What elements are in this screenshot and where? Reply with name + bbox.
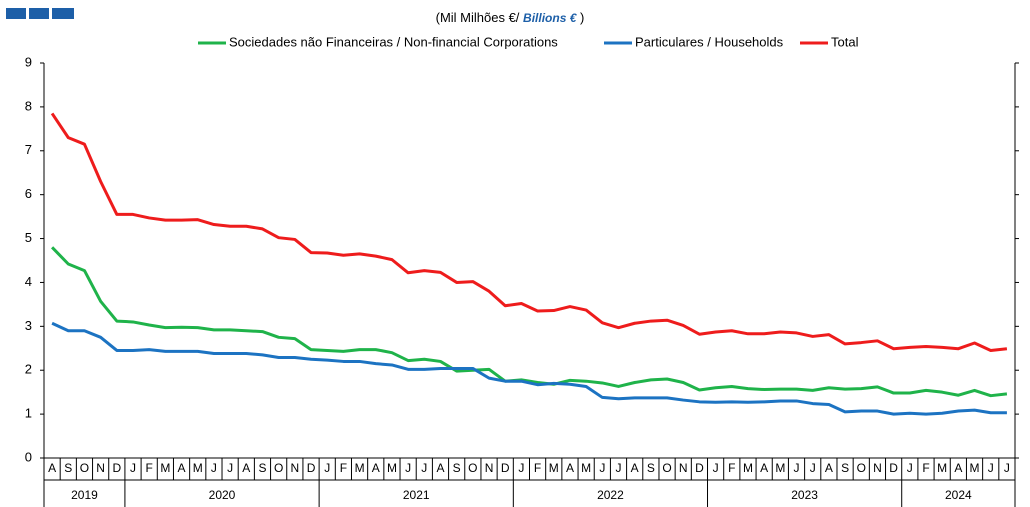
- y-tick-label: 9: [25, 54, 32, 69]
- x-tick-label: J: [1004, 461, 1010, 475]
- x-tick-label: S: [453, 461, 461, 475]
- x-tick-label: M: [743, 461, 753, 475]
- x-tick-label: J: [227, 461, 233, 475]
- x-tick-label: F: [534, 461, 541, 475]
- x-tick-label: N: [873, 461, 882, 475]
- x-tick-label: D: [889, 461, 898, 475]
- logo-block: [29, 8, 49, 19]
- x-tick-label: J: [907, 461, 913, 475]
- x-tick-label: O: [662, 461, 671, 475]
- x-tick-label: O: [80, 461, 89, 475]
- x-tick-label: N: [485, 461, 494, 475]
- subtitle-pt: (Mil Milhões €/: [436, 10, 520, 25]
- x-tick-label: J: [421, 461, 427, 475]
- x-tick-label: M: [581, 461, 591, 475]
- x-tick-label: J: [130, 461, 136, 475]
- x-tick-label: J: [518, 461, 524, 475]
- x-tick-label: J: [713, 461, 719, 475]
- x-tick-label: A: [631, 461, 639, 475]
- x-tick-label: D: [112, 461, 121, 475]
- x-tick-label: A: [178, 461, 186, 475]
- legend-label: Particulares / Households: [635, 34, 784, 49]
- series-line: [50, 112, 1008, 352]
- year-label: 2023: [791, 488, 818, 502]
- y-tick-label: 0: [25, 449, 32, 464]
- y-tick-label: 6: [25, 186, 32, 201]
- year-label: 2020: [209, 488, 236, 502]
- x-tick-label: M: [937, 461, 947, 475]
- x-tick-label: F: [146, 461, 153, 475]
- x-tick-label: O: [274, 461, 283, 475]
- legend-label: Total: [831, 34, 859, 49]
- x-tick-label: J: [405, 461, 411, 475]
- logo-block: [52, 8, 74, 19]
- x-tick-label: M: [387, 461, 397, 475]
- x-tick-label: J: [211, 461, 217, 475]
- x-tick-label: N: [96, 461, 105, 475]
- x-tick-label: M: [355, 461, 365, 475]
- x-tick-label: O: [468, 461, 477, 475]
- subtitle: (Mil Milhões €/ Billions € ): [436, 10, 585, 25]
- x-tick-label: S: [841, 461, 849, 475]
- x-tick-label: M: [775, 461, 785, 475]
- x-tick-label: J: [988, 461, 994, 475]
- x-tick-label: A: [372, 461, 380, 475]
- y-tick-label: 2: [25, 362, 32, 377]
- x-tick-label: M: [970, 461, 980, 475]
- legend-label: Sociedades não Financeiras / Non-financi…: [229, 34, 558, 49]
- x-tick-label: A: [566, 461, 574, 475]
- x-tick-label: A: [954, 461, 962, 475]
- year-label: 2019: [71, 488, 98, 502]
- x-tick-label: J: [794, 461, 800, 475]
- x-tick-label: J: [810, 461, 816, 475]
- logo-block: [6, 8, 26, 19]
- x-tick-label: M: [193, 461, 203, 475]
- x-tick-label: M: [160, 461, 170, 475]
- x-tick-label: F: [728, 461, 735, 475]
- subtitle-en: Billions €: [523, 11, 578, 25]
- x-tick-label: M: [549, 461, 559, 475]
- x-tick-label: A: [825, 461, 833, 475]
- series-line: [51, 246, 1008, 398]
- y-tick-label: 7: [25, 142, 32, 157]
- x-tick-label: A: [48, 461, 56, 475]
- x-tick-label: O: [857, 461, 866, 475]
- x-tick-label: F: [922, 461, 929, 475]
- x-tick-label: A: [760, 461, 768, 475]
- y-tick-label: 4: [25, 274, 32, 289]
- x-tick-label: D: [307, 461, 316, 475]
- x-tick-label: S: [64, 461, 72, 475]
- x-tick-label: F: [340, 461, 347, 475]
- year-label: 2021: [403, 488, 430, 502]
- x-tick-label: J: [616, 461, 622, 475]
- year-label: 2024: [945, 488, 972, 502]
- x-tick-label: S: [647, 461, 655, 475]
- subtitle-close: ): [580, 10, 584, 25]
- x-tick-label: J: [599, 461, 605, 475]
- x-tick-label: S: [258, 461, 266, 475]
- x-tick-label: D: [695, 461, 704, 475]
- y-tick-label: 5: [25, 230, 32, 245]
- y-tick-label: 3: [25, 318, 32, 333]
- x-tick-label: A: [242, 461, 250, 475]
- year-label: 2022: [597, 488, 624, 502]
- x-tick-label: D: [501, 461, 510, 475]
- x-tick-label: A: [436, 461, 444, 475]
- series-line: [51, 321, 1007, 416]
- x-tick-label: N: [291, 461, 300, 475]
- y-tick-label: 1: [25, 406, 32, 421]
- x-tick-label: J: [324, 461, 330, 475]
- x-tick-label: N: [679, 461, 688, 475]
- y-tick-label: 8: [25, 98, 32, 113]
